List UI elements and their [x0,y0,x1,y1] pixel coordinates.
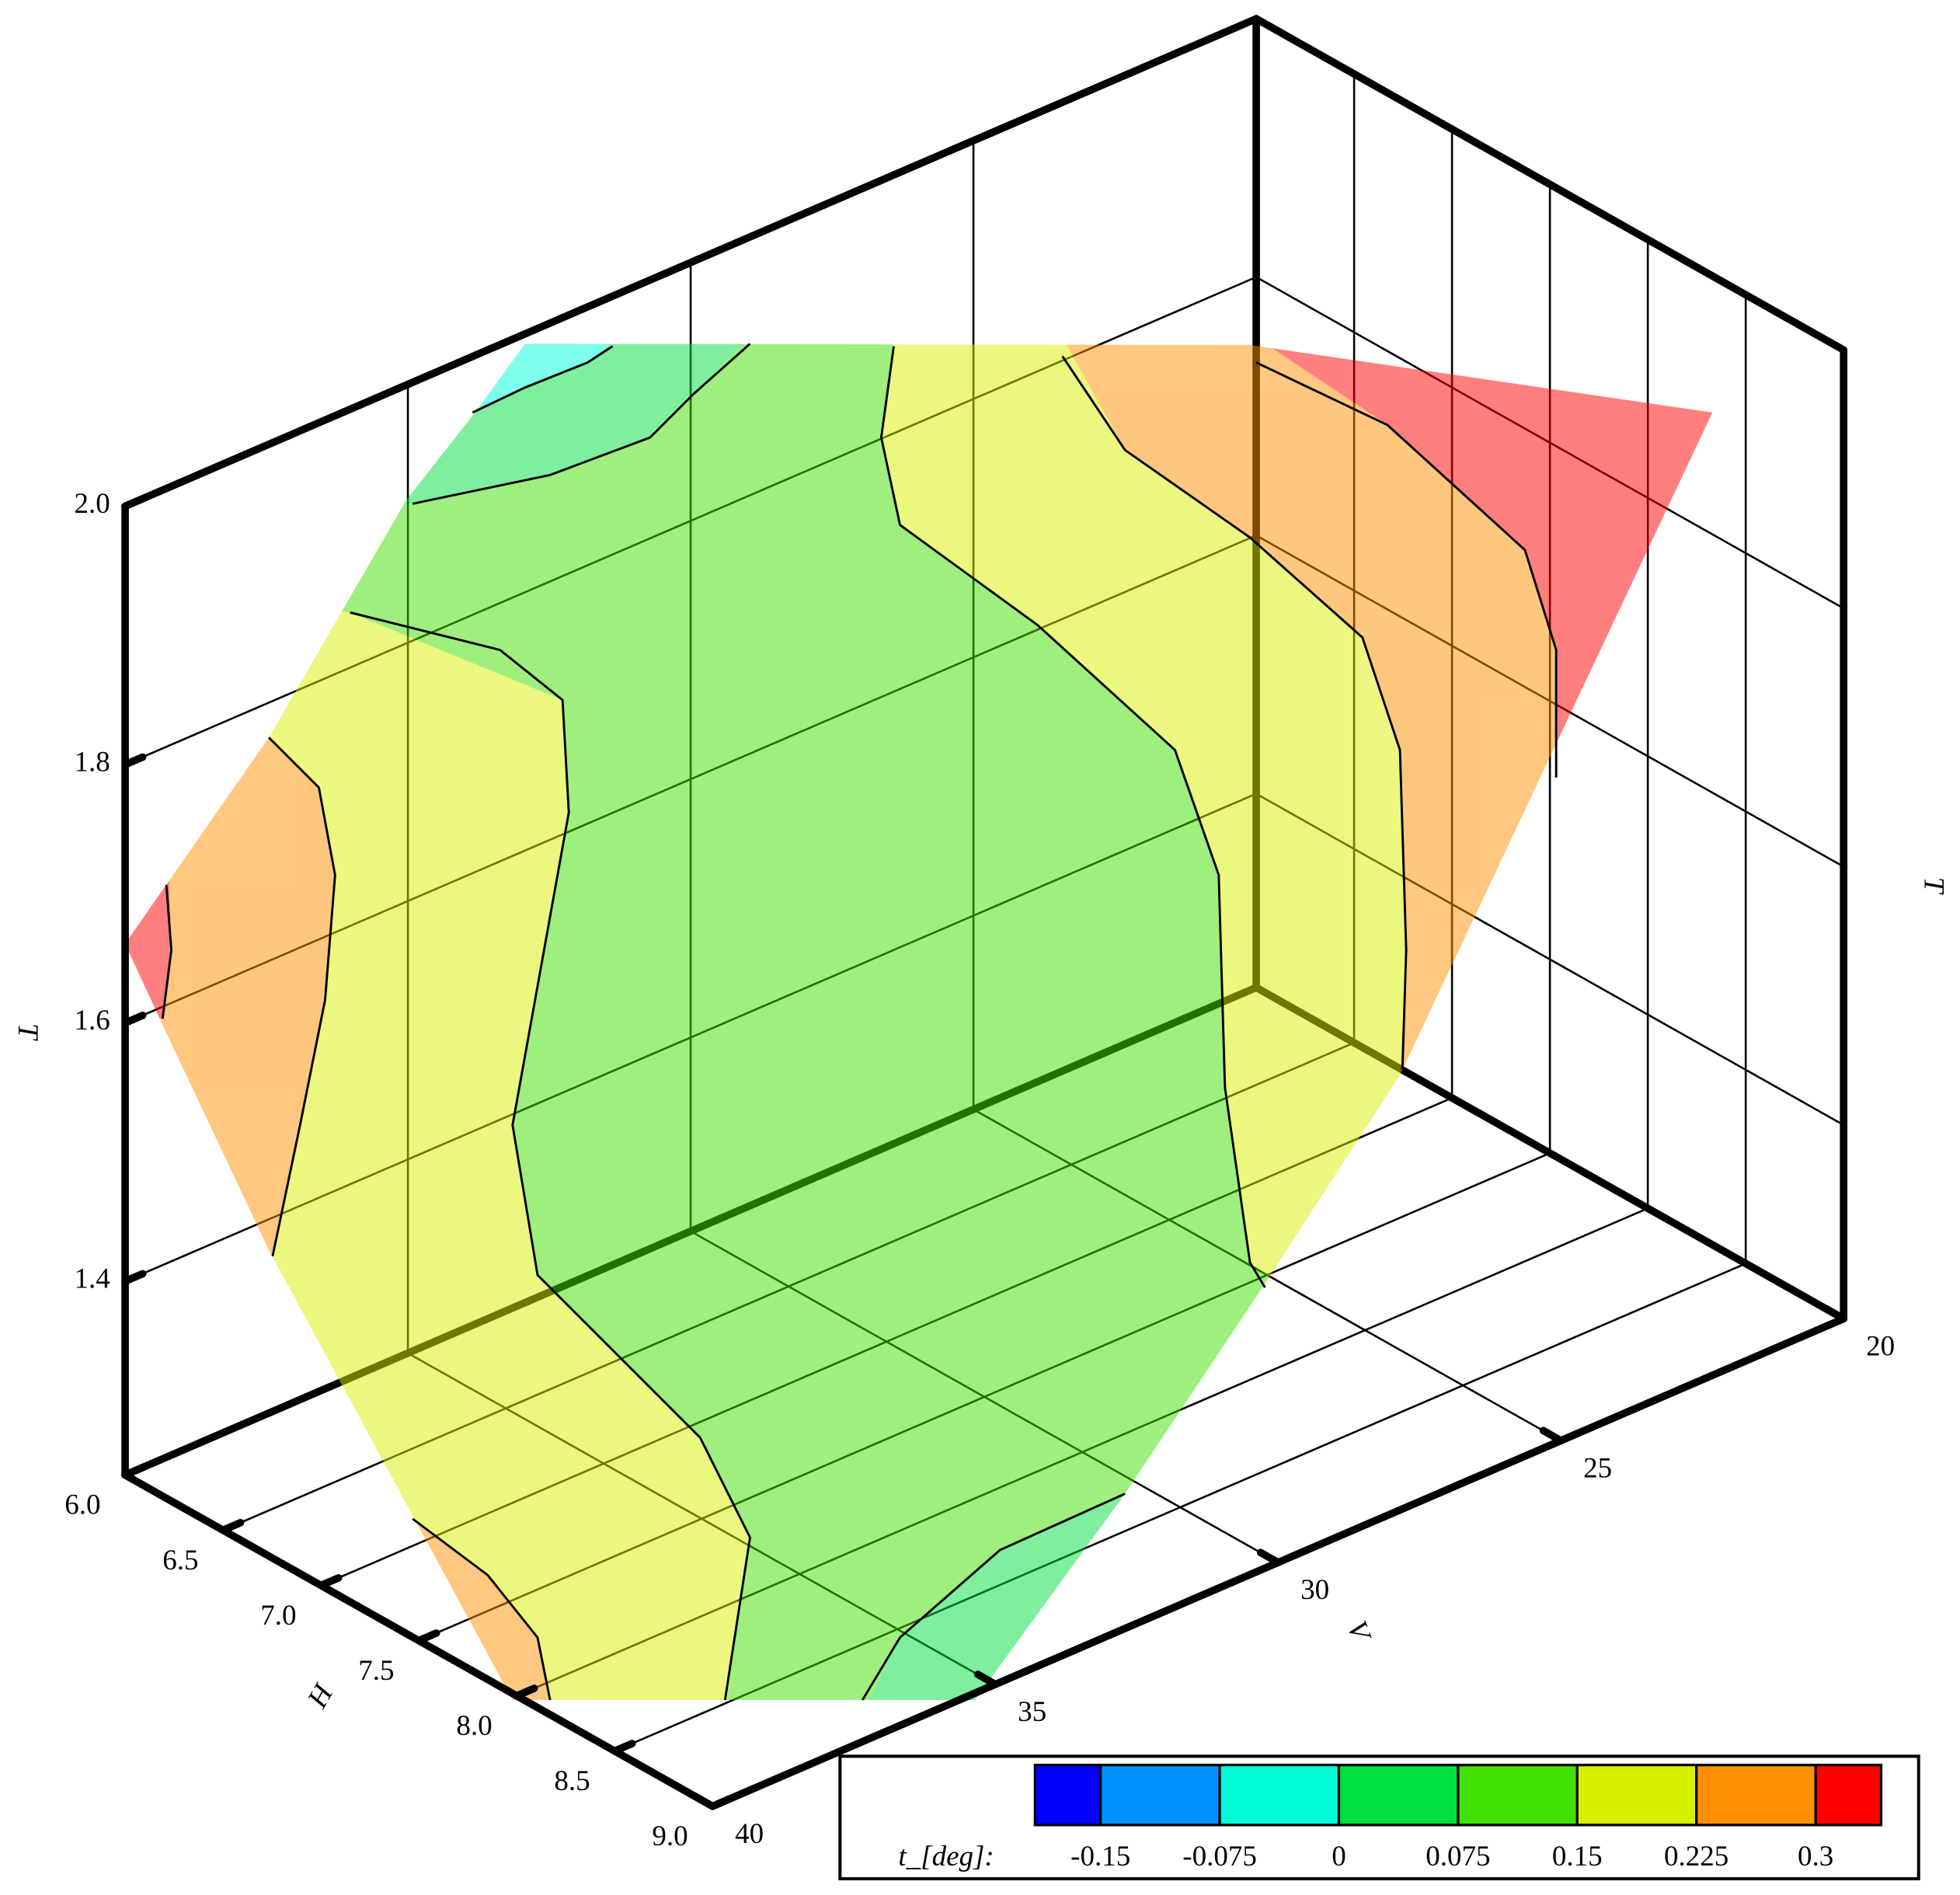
x-tick-label: 7.0 [260,1600,296,1632]
z-tick-label: 1.6 [74,1005,110,1036]
axis-edge [708,1315,1848,1810]
contour-line [412,1517,552,1701]
contour-line [472,345,614,414]
contour-line [412,343,751,505]
legend-level-label: 0 [1332,1841,1346,1872]
legend: -0.15 -0.075 0 0.075 0.15 0.225 0.3 t_[deg]: [898,1764,1883,1872]
contour-line [1255,361,1558,778]
contour-line [350,611,751,1701]
z-tick-label: 1.8 [74,747,110,779]
contour-line [161,884,173,1019]
region [1256,343,1713,782]
z-tick-label: 2.0 [74,488,110,520]
legend-level-label: 0.15 [1552,1841,1603,1872]
y-tick-label: 40 [735,1818,764,1850]
axis-edge [1252,15,1848,354]
y-tick-label: 25 [1583,1452,1612,1484]
x-tick-label: 7.5 [358,1655,394,1687]
legend-swatch [1337,1764,1460,1827]
x-tick-label: 8.5 [554,1765,590,1797]
z-axis-title: T [12,1023,44,1041]
legend-level-label: 0.225 [1664,1841,1728,1872]
x-axis-title: H [301,1678,341,1714]
y-tick-label: 35 [1018,1696,1046,1728]
contour-line [268,737,336,1257]
x-tick-label: 8.0 [456,1710,492,1742]
axis-edge [121,1471,717,1810]
legend-level-label: 0.075 [1426,1841,1490,1872]
legend-swatch [1814,1764,1883,1827]
contour-line [879,346,1266,1288]
legend-swatch [1695,1764,1817,1827]
region [249,343,1300,1701]
z-tick-label: 1.4 [74,1263,110,1295]
front-axes: 1.4 1.6 1.8 2.0 20 25 30 35 40 6.0 6.5 7.0 7.5 8.0 8.5… [12,488,1949,1852]
legend-title: t_[deg]: [898,1841,994,1872]
legend-swatch [1218,1764,1341,1827]
x-tick-label: 6.0 [64,1489,100,1521]
z-axis-title: T [1917,877,1949,895]
y-tick-label: 30 [1300,1574,1329,1606]
legend-level-label: -0.075 [1182,1841,1257,1872]
axis-edge [121,15,1260,510]
legend-swatch [1575,1764,1698,1827]
y-axis-title: V [1340,1617,1377,1647]
x-tick-label: 6.5 [162,1545,198,1576]
region [1062,343,1557,1075]
legend-level-label: 0.3 [1798,1841,1833,1872]
x-tick-label: 9.0 [652,1820,688,1852]
legend-swatch [1033,1764,1102,1827]
contour-line [1061,355,1408,1069]
legend-swatch [1099,1764,1221,1827]
legend-swatch [1457,1764,1579,1827]
legend-level-label: -0.15 [1071,1841,1130,1872]
y-tick-label: 20 [1866,1330,1895,1362]
contour-line [862,1493,1126,1701]
contour-lines [161,343,1558,1701]
